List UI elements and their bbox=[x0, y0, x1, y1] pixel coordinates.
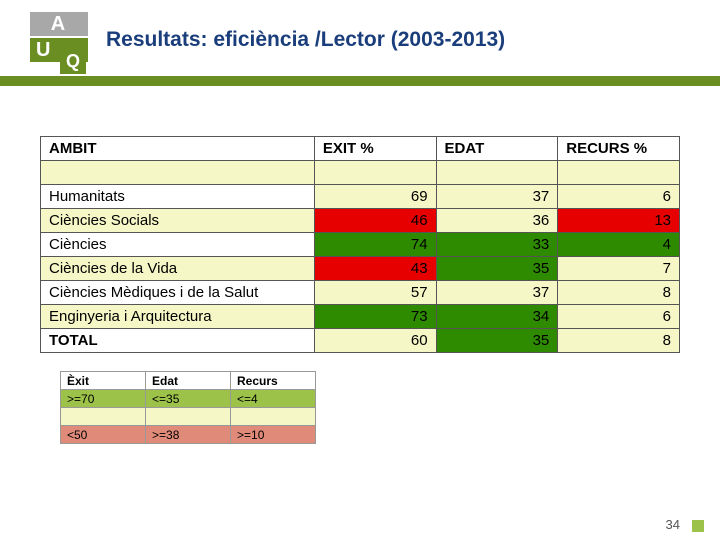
cell-exit: 74 bbox=[314, 233, 436, 257]
cell-edat: 36 bbox=[436, 209, 558, 233]
cell-ambit: Enginyeria i Arquitectura bbox=[41, 305, 315, 329]
page-title: Resultats: eficiència /Lector (2003-2013… bbox=[106, 22, 505, 52]
table-row: Humanitats69376 bbox=[41, 185, 680, 209]
legend-cell-recurs: >=10 bbox=[231, 426, 316, 444]
results-table: AMBIT EXIT % EDAT RECURS % Humanitats693… bbox=[40, 136, 680, 353]
legend-row bbox=[61, 408, 316, 426]
cell-ambit: Humanitats bbox=[41, 185, 315, 209]
cell-ambit: Ciències de la Vida bbox=[41, 257, 315, 281]
subheader-cell bbox=[558, 161, 680, 185]
col-header-ambit: AMBIT bbox=[41, 137, 315, 161]
legend-cell-exit: <50 bbox=[61, 426, 146, 444]
corner-decoration bbox=[692, 520, 704, 532]
cell-recurs: 8 bbox=[558, 329, 680, 353]
cell-recurs: 13 bbox=[558, 209, 680, 233]
legend-cell-recurs: <=4 bbox=[231, 390, 316, 408]
legend-cell-exit: >=70 bbox=[61, 390, 146, 408]
legend-cell-exit bbox=[61, 408, 146, 426]
cell-ambit: Ciències Mèdiques i de la Salut bbox=[41, 281, 315, 305]
legend-row: >=70<=35<=4 bbox=[61, 390, 316, 408]
cell-exit: 73 bbox=[314, 305, 436, 329]
legend-header-recurs: Recurs bbox=[231, 372, 316, 390]
cell-ambit: Ciències bbox=[41, 233, 315, 257]
cell-exit: 43 bbox=[314, 257, 436, 281]
cell-recurs: 6 bbox=[558, 305, 680, 329]
col-header-edat: EDAT bbox=[436, 137, 558, 161]
legend-header-edat: Edat bbox=[146, 372, 231, 390]
cell-exit: 57 bbox=[314, 281, 436, 305]
cell-exit: 46 bbox=[314, 209, 436, 233]
header: A UQ Resultats: eficiència /Lector (2003… bbox=[0, 0, 720, 62]
table-row: Ciències de la Vida43357 bbox=[41, 257, 680, 281]
cell-recurs: 7 bbox=[558, 257, 680, 281]
legend-table: Èxit Edat Recurs >=70<=35<=4 <50>=38>=10 bbox=[60, 371, 316, 444]
cell-ambit: TOTAL bbox=[41, 329, 315, 353]
header-bar bbox=[0, 76, 720, 86]
cell-exit: 69 bbox=[314, 185, 436, 209]
legend-row: <50>=38>=10 bbox=[61, 426, 316, 444]
subheader-cell bbox=[436, 161, 558, 185]
table-row: Ciències Socials463613 bbox=[41, 209, 680, 233]
table-row: Ciències Mèdiques i de la Salut57378 bbox=[41, 281, 680, 305]
page-number: 34 bbox=[666, 517, 680, 532]
legend-cell-edat: <=35 bbox=[146, 390, 231, 408]
cell-recurs: 4 bbox=[558, 233, 680, 257]
cell-edat: 35 bbox=[436, 257, 558, 281]
cell-recurs: 6 bbox=[558, 185, 680, 209]
cell-edat: 37 bbox=[436, 185, 558, 209]
col-header-exit: EXIT % bbox=[314, 137, 436, 161]
cell-edat: 37 bbox=[436, 281, 558, 305]
cell-edat: 35 bbox=[436, 329, 558, 353]
subheader-cell bbox=[314, 161, 436, 185]
subheader-cell bbox=[41, 161, 315, 185]
cell-ambit: Ciències Socials bbox=[41, 209, 315, 233]
legend-cell-edat bbox=[146, 408, 231, 426]
cell-exit: 60 bbox=[314, 329, 436, 353]
cell-recurs: 8 bbox=[558, 281, 680, 305]
table-row: TOTAL60358 bbox=[41, 329, 680, 353]
legend-header-exit: Èxit bbox=[61, 372, 146, 390]
cell-edat: 34 bbox=[436, 305, 558, 329]
legend-cell-recurs bbox=[231, 408, 316, 426]
table-row: Enginyeria i Arquitectura73346 bbox=[41, 305, 680, 329]
table-row: Ciències74334 bbox=[41, 233, 680, 257]
legend-cell-edat: >=38 bbox=[146, 426, 231, 444]
aqu-logo: A UQ bbox=[30, 12, 88, 62]
col-header-recurs: RECURS % bbox=[558, 137, 680, 161]
cell-edat: 33 bbox=[436, 233, 558, 257]
